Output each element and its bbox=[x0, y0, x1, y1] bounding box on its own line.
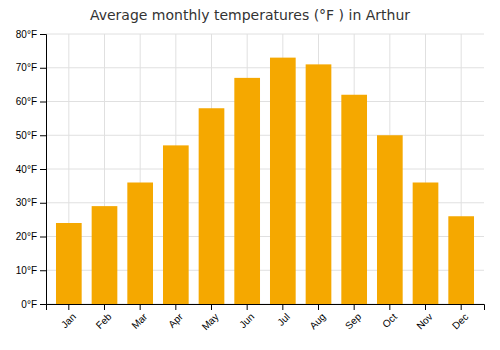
tick: Sep bbox=[343, 304, 364, 331]
tick-label: Nov bbox=[414, 311, 434, 331]
tick-mark bbox=[318, 304, 319, 310]
tick: Jan bbox=[59, 304, 78, 330]
tick-mark bbox=[354, 304, 355, 310]
tick-mark bbox=[40, 68, 46, 69]
tick-label: 80°F bbox=[16, 29, 37, 40]
tick-label: Mar bbox=[129, 311, 149, 331]
tick-mark bbox=[425, 304, 426, 310]
tick: May bbox=[200, 304, 221, 332]
grid-line bbox=[46, 67, 484, 68]
tick-label: Jul bbox=[275, 311, 292, 328]
tick-label: 40°F bbox=[16, 164, 37, 175]
tick-mark bbox=[40, 237, 46, 238]
tick-label: 10°F bbox=[16, 265, 37, 276]
grid-line bbox=[46, 135, 484, 136]
grid-line bbox=[46, 101, 484, 102]
tick-mark bbox=[40, 102, 46, 103]
tick-mark bbox=[40, 169, 46, 170]
tick-label: 70°F bbox=[16, 62, 37, 73]
tick: 20°F bbox=[16, 231, 46, 242]
tick-mark bbox=[247, 304, 248, 310]
bar bbox=[270, 58, 296, 304]
bars bbox=[56, 58, 474, 304]
bar bbox=[413, 183, 439, 305]
tick-label: Dec bbox=[450, 311, 470, 331]
bar bbox=[341, 95, 367, 304]
tick: 40°F bbox=[16, 164, 46, 175]
tick: Jun bbox=[237, 304, 256, 330]
axis-line bbox=[40, 35, 47, 305]
tick: Dec bbox=[450, 304, 470, 331]
y-axis: 0°F 10°F 20°F 30°F 40°F 50°F 60°F 70°F 80°F bbox=[16, 29, 47, 310]
tick: 50°F bbox=[16, 130, 46, 141]
tick-mark bbox=[40, 34, 46, 35]
tick-mark bbox=[40, 270, 46, 271]
tick-mark bbox=[68, 304, 69, 310]
tick-label: Jan bbox=[59, 311, 78, 330]
bar bbox=[448, 216, 474, 304]
axis-line bbox=[47, 305, 485, 311]
tick-label: 50°F bbox=[16, 130, 37, 141]
bar bbox=[127, 183, 153, 305]
bar bbox=[92, 206, 118, 304]
tick-label: 20°F bbox=[16, 231, 37, 242]
tick-mark bbox=[282, 304, 283, 310]
tick: 80°F bbox=[16, 29, 46, 40]
tick-mark bbox=[211, 304, 212, 310]
tick-label: 0°F bbox=[21, 299, 37, 310]
tick-label: May bbox=[200, 311, 221, 332]
tick: 60°F bbox=[16, 96, 46, 107]
tick: Jul bbox=[275, 304, 292, 328]
tick-mark bbox=[140, 304, 141, 310]
tick: Feb bbox=[94, 304, 114, 331]
tick-label: Oct bbox=[380, 311, 399, 330]
tick: Aug bbox=[307, 304, 327, 331]
tick-label: Sep bbox=[343, 311, 364, 332]
bar bbox=[234, 78, 260, 304]
tick: Oct bbox=[380, 304, 399, 330]
grid bbox=[46, 34, 484, 304]
tick: 10°F bbox=[16, 265, 46, 276]
tick: Nov bbox=[414, 304, 434, 331]
grid-line bbox=[46, 169, 484, 170]
tick-label: Apr bbox=[166, 311, 185, 330]
plot: 0°F 10°F 20°F 30°F 40°F 50°F 60°F 70°F 80°F Jan Fe… bbox=[16, 29, 485, 333]
tick-mark bbox=[389, 304, 390, 310]
bar bbox=[306, 64, 332, 304]
bar bbox=[199, 108, 225, 304]
tick: 70°F bbox=[16, 62, 46, 73]
tick-label: Jun bbox=[237, 311, 256, 330]
tick-label: Feb bbox=[94, 311, 114, 331]
tick-label: 30°F bbox=[16, 197, 37, 208]
tick: Mar bbox=[129, 304, 149, 331]
tick-label: 60°F bbox=[16, 96, 37, 107]
tick: Apr bbox=[166, 304, 185, 330]
grid-line bbox=[46, 34, 484, 35]
bar bbox=[377, 135, 403, 304]
tick-mark bbox=[40, 203, 46, 204]
bar bbox=[56, 223, 82, 304]
tick-mark bbox=[40, 304, 46, 305]
tick-mark bbox=[104, 304, 105, 310]
tick: 0°F bbox=[21, 299, 46, 310]
title: Average monthly temperatures (°F ) in Ar… bbox=[90, 7, 410, 23]
bar bbox=[163, 145, 189, 304]
tick-mark bbox=[461, 304, 462, 310]
tick-mark bbox=[175, 304, 176, 310]
chart: 0°F 10°F 20°F 30°F 40°F 50°F 60°F 70°F 80°F Jan Fe… bbox=[0, 0, 500, 350]
tick: 30°F bbox=[16, 197, 46, 208]
tick-label: Aug bbox=[307, 311, 327, 331]
x-axis: Jan Feb Mar Apr May Jun Jul Aug Sep Oct Nov Dec bbox=[47, 304, 485, 332]
tick-mark bbox=[40, 135, 46, 136]
